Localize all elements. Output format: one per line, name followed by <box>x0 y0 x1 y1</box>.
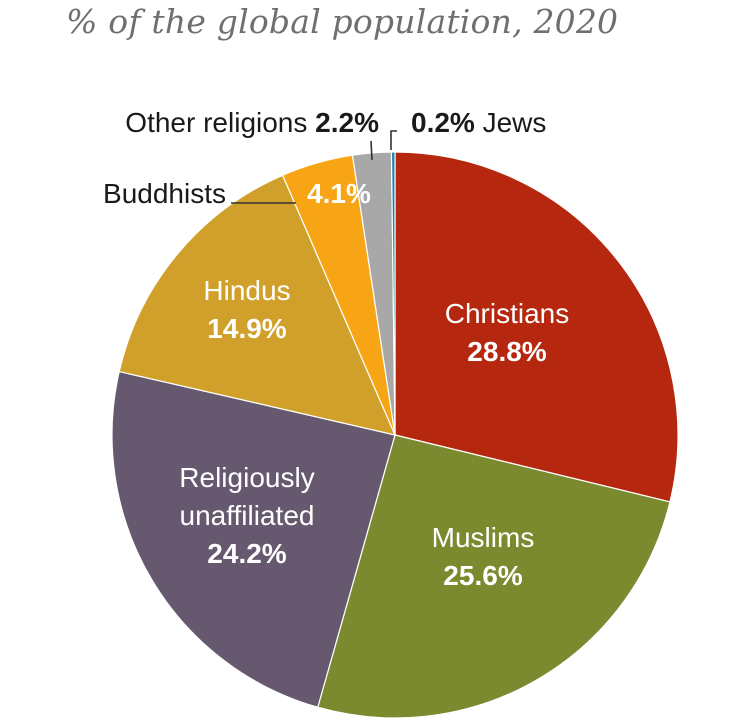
slice-value-buddhists: 4.1% <box>307 178 371 209</box>
slice-muslims <box>317 434 671 719</box>
leader-other-religions <box>370 140 373 161</box>
slice-name-christians: Christians <box>445 298 569 329</box>
slice-name-muslims: Muslims <box>432 522 535 553</box>
slice-christians <box>394 151 679 503</box>
slice-name-religiously-unaffiliated: unaffiliated <box>180 500 315 531</box>
slice-label-other-religions: Other religions 2.2% <box>125 107 379 138</box>
leader-jews <box>390 130 397 150</box>
slice-name-other-religions: Other religions <box>125 107 315 138</box>
slice-name-buddhists: Buddhists <box>103 178 226 209</box>
slice-jews <box>390 151 396 436</box>
slice-value-muslims: 25.6% <box>443 560 522 591</box>
slice-name-hindus: Hindus <box>203 275 290 306</box>
leader-lines <box>231 130 397 204</box>
slice-value-hindus: 14.9% <box>207 313 286 344</box>
slice-name-religiously-unaffiliated: Religiously <box>179 462 314 493</box>
slice-label-jews: 0.2% Jews <box>411 107 546 138</box>
slice-value-religiously-unaffiliated: 24.2% <box>207 538 286 569</box>
pie-slices <box>111 151 679 719</box>
slice-labels: Christians 28.8% Muslims 25.6% Religiously un… <box>103 107 569 591</box>
slice-value-christians: 28.8% <box>467 336 546 367</box>
slice-hindus <box>118 174 397 436</box>
slice-value-other-religions: 2.2% <box>315 107 379 138</box>
slice-value-jews: 0.2% <box>411 107 483 138</box>
chart-subtitle: % of the global population, 2020 <box>66 2 619 41</box>
slice-name-jews: Jews <box>483 107 547 138</box>
slice-religiously-unaffiliated <box>111 370 396 708</box>
